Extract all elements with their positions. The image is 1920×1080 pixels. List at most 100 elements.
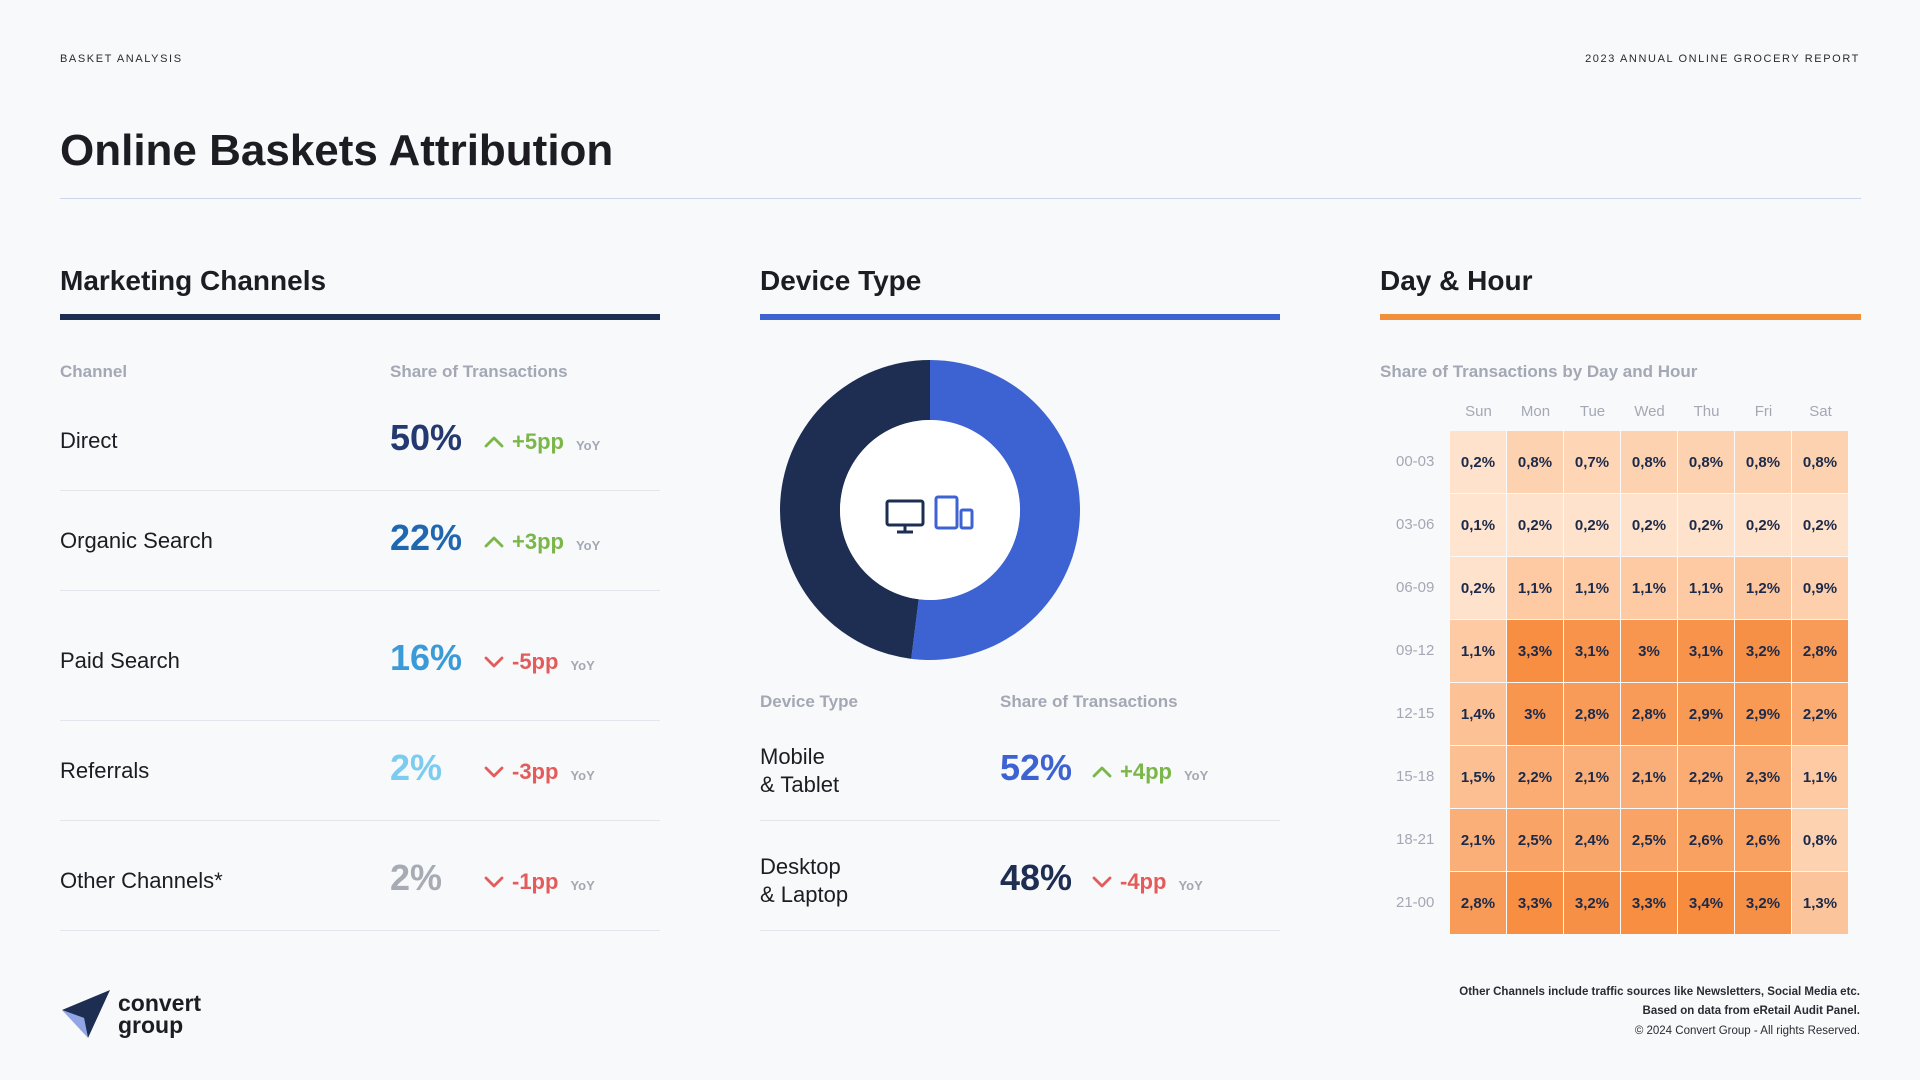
heatmap-cell: 0,8% [1792, 809, 1848, 871]
row-divider [760, 820, 1280, 821]
donut-slice-desktop-laptop [780, 360, 930, 659]
device-label: Mobile & Tablet [760, 743, 839, 799]
heatmap-cell: 2,1% [1621, 746, 1677, 808]
channel-yoy-delta: -5pp YoY [484, 649, 595, 675]
arrow-up-icon [1092, 766, 1112, 778]
heatmap-cell: 0,2% [1621, 494, 1677, 556]
heatmap-subtitle: Share of Transactions by Day and Hour [1380, 362, 1698, 381]
device-label: Desktop & Laptop [760, 853, 848, 909]
heatmap-cell: 1,2% [1735, 557, 1791, 619]
row-divider [60, 590, 660, 591]
heatmap-cell: 3,2% [1735, 872, 1791, 934]
channel-share-value: 2% [390, 747, 443, 788]
channel-yoy-delta: -1pp YoY [484, 869, 595, 895]
heatmap-hour-label: 09-12 [1396, 642, 1435, 659]
heatmap-cell: 0,8% [1678, 431, 1734, 493]
heatmap-cell: 2,8% [1450, 872, 1506, 934]
row-divider [60, 720, 660, 721]
footnote-other-channels: Other Channels include traffic sources l… [1459, 986, 1860, 998]
device-yoy-delta: -4pp YoY [1092, 869, 1203, 895]
arrow-up-icon [484, 436, 504, 448]
heatmap-cell: 0,2% [1735, 494, 1791, 556]
heatmap-cell: 0,2% [1564, 494, 1620, 556]
heatmap-cell: 2,1% [1564, 746, 1620, 808]
heatmap-hour-label: 21-00 [1396, 894, 1435, 911]
heatmap-cell: 2,8% [1792, 620, 1848, 682]
desktop-icon [885, 499, 925, 534]
report-kicker: 2023 ANNUAL ONLINE GROCERY REPORT [1585, 53, 1860, 65]
heatmap-cell: 2,9% [1678, 683, 1734, 745]
heatmap-cell: 1,1% [1507, 557, 1563, 619]
logo-text-line1: convert [118, 990, 202, 1016]
heatmap-cell: 0,2% [1792, 494, 1848, 556]
device-donut-chart [780, 360, 1080, 660]
heatmap-day-label: Tue [1579, 403, 1606, 420]
section-kicker: BASKET ANALYSIS [60, 53, 183, 65]
heatmap-cell: 2,1% [1450, 809, 1506, 871]
channel-label: Organic Search [60, 528, 213, 553]
heatmap-cell: 2,4% [1564, 809, 1620, 871]
device-type-column-header: Device Type [760, 692, 858, 711]
heatmap-cell: 0,8% [1507, 431, 1563, 493]
channel-yoy-delta: -3pp YoY [484, 759, 595, 785]
heatmap-cell: 2,8% [1621, 683, 1677, 745]
day-hour-title: Day & Hour [1380, 265, 1533, 296]
channel-label: Referrals [60, 758, 150, 783]
yoy-label: YoY [575, 537, 601, 553]
page-title: Online Baskets Attribution [60, 126, 614, 175]
heatmap-cell: 2,3% [1735, 746, 1791, 808]
heatmap-day-label: Wed [1634, 403, 1665, 420]
heatmap-cell: 3,3% [1507, 872, 1563, 934]
heatmap-cell: 1,1% [1792, 746, 1848, 808]
heatmap-cell: 0,9% [1792, 557, 1848, 619]
device-label-line1: Mobile [760, 744, 825, 769]
heatmap-hour-label: 03-06 [1396, 516, 1435, 533]
heatmap-hour-label: 18-21 [1396, 831, 1435, 848]
heatmap-hour-label: 06-09 [1396, 579, 1435, 596]
heatmap-hour-label: 15-18 [1396, 768, 1435, 785]
device-type-title: Device Type [760, 265, 922, 296]
copyright: © 2024 Convert Group - All rights Reserv… [1634, 1025, 1860, 1037]
heatmap-day-label: Sun [1465, 403, 1492, 420]
heatmap-cell: 3% [1507, 683, 1563, 745]
paper-plane-icon [62, 990, 110, 1038]
heatmap-cell: 2,2% [1507, 746, 1563, 808]
heatmap-cell: 3,2% [1735, 620, 1791, 682]
yoy-label: YoY [1178, 877, 1203, 893]
channel-share-value: 2% [390, 857, 443, 898]
device-share-value: 52% [1000, 747, 1073, 788]
heatmap-cell: 3% [1621, 620, 1677, 682]
yoy-label: YoY [575, 437, 601, 453]
yoy-label: YoY [570, 657, 595, 673]
heatmap-cell: 0,2% [1507, 494, 1563, 556]
title-divider [60, 198, 1861, 199]
tablet-mobile-icon [934, 495, 974, 530]
heatmap-cell: 3,2% [1564, 872, 1620, 934]
donut-hole [840, 420, 1020, 600]
channel-yoy-delta: +5pp YoY [484, 429, 600, 455]
arrow-down-icon [484, 656, 504, 668]
delta-value: -4pp [1120, 869, 1167, 894]
yoy-label: YoY [1183, 767, 1209, 783]
channel-share-value: 22% [390, 517, 463, 558]
heatmap-cell: 2,5% [1507, 809, 1563, 871]
heatmap-cell: 2,6% [1735, 809, 1791, 871]
delta-value: +4pp [1120, 759, 1172, 784]
heatmap-cell: 2,9% [1735, 683, 1791, 745]
heatmap-cell: 3,3% [1621, 872, 1677, 934]
device-label-line1: Desktop [760, 854, 841, 879]
row-divider [60, 930, 660, 931]
heatmap-cell: 0,2% [1678, 494, 1734, 556]
heatmap-cell: 1,5% [1450, 746, 1506, 808]
heatmap-cell: 3,3% [1507, 620, 1563, 682]
heatmap-day-label: Fri [1754, 403, 1773, 420]
channel-label: Paid Search [60, 648, 180, 673]
footnote-data-source: Based on data from eRetail Audit Panel. [1642, 1005, 1860, 1017]
heatmap-hour-label: 12-15 [1396, 705, 1435, 722]
heatmap-cell: 3,4% [1678, 872, 1734, 934]
heatmap-cell: 1,1% [1564, 557, 1620, 619]
device-label-line2: & Tablet [760, 772, 840, 797]
share-column-header: Share of Transactions [390, 362, 568, 381]
heatmap-cell: 1,1% [1678, 557, 1734, 619]
row-divider [760, 930, 1280, 931]
